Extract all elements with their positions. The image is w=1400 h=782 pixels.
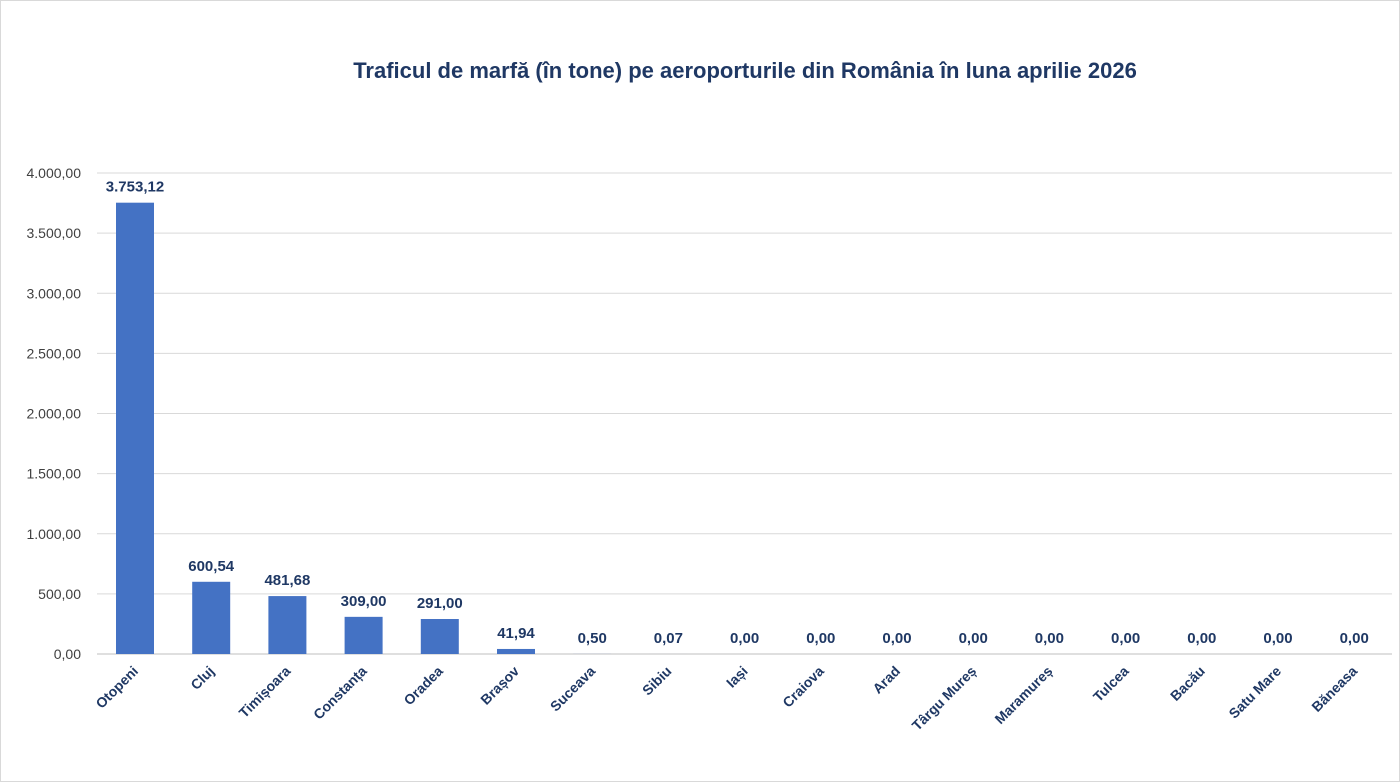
x-tick-label: Maramureș — [991, 663, 1055, 727]
data-label: 0,00 — [806, 630, 835, 647]
y-tick-label: 500,00 — [38, 586, 81, 602]
x-tick-label: Cluj — [187, 663, 217, 693]
x-tick-label: Bacău — [1167, 663, 1208, 704]
x-tick-label: Brașov — [477, 663, 522, 708]
chart-title: Traficul de marfă (în tone) pe aeroportu… — [353, 58, 1137, 83]
y-tick-label: 1.000,00 — [27, 526, 82, 542]
x-tick-label: Băneasa — [1308, 663, 1360, 715]
x-tick-label: Sibiu — [639, 663, 675, 699]
data-label: 0,00 — [1035, 630, 1064, 647]
x-tick-label: Oradea — [400, 663, 446, 709]
data-label: 309,00 — [341, 593, 387, 610]
y-tick-label: 0,00 — [54, 646, 81, 662]
data-label: 291,00 — [417, 595, 463, 612]
data-label: 0,00 — [959, 630, 988, 647]
data-label: 0,50 — [578, 630, 607, 647]
x-tick-label: Târgu Mureș — [909, 663, 980, 734]
x-tick-label: Otopeni — [92, 663, 141, 712]
data-label: 481,68 — [264, 572, 310, 589]
data-label: 0,00 — [1187, 630, 1216, 647]
bar — [344, 616, 383, 654]
data-label: 3.753,12 — [106, 179, 164, 196]
data-label: 600,54 — [188, 558, 235, 575]
x-tick-label: Suceava — [547, 663, 599, 715]
x-tick-label: Iași — [723, 663, 751, 691]
y-tick-label: 1.500,00 — [27, 466, 82, 482]
y-tick-label: 2.500,00 — [27, 345, 82, 361]
bar — [420, 619, 459, 654]
data-label: 0,00 — [882, 630, 911, 647]
bar — [497, 648, 535, 654]
data-label: 0,07 — [654, 630, 683, 647]
data-label: 41,94 — [497, 625, 535, 642]
x-tick-label: Constanța — [310, 663, 370, 723]
y-tick-label: 2.000,00 — [27, 406, 82, 422]
bar — [192, 581, 231, 654]
data-label: 0,00 — [730, 630, 759, 647]
x-tick-label: Tulcea — [1090, 663, 1132, 705]
data-label: 0,00 — [1340, 630, 1369, 647]
y-tick-label: 3.500,00 — [27, 225, 82, 241]
data-label: 0,00 — [1263, 630, 1292, 647]
x-tick-label: Satu Mare — [1225, 663, 1284, 722]
bar — [116, 202, 154, 654]
bar — [268, 596, 307, 654]
data-label: 0,00 — [1111, 630, 1140, 647]
x-tick-label: Arad — [869, 663, 903, 697]
x-tick-label: Timișoara — [236, 663, 294, 721]
y-tick-label: 4.000,00 — [27, 165, 82, 181]
x-tick-label: Craiova — [779, 663, 827, 711]
y-tick-label: 3.000,00 — [27, 285, 82, 301]
